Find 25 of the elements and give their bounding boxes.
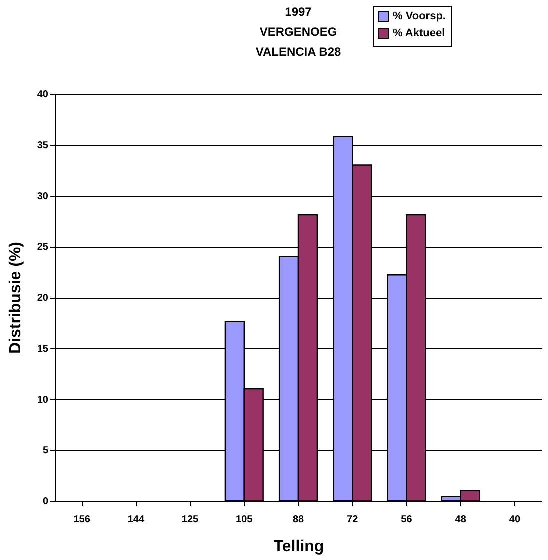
y-tick-label: 15	[37, 344, 49, 355]
x-tick-label: 156	[74, 514, 91, 526]
y-tick-label: 10	[37, 394, 49, 406]
y-tick-label: 35	[37, 140, 49, 152]
y-axis-title: Distribusie (%)	[7, 242, 24, 354]
x-tick-label: 40	[509, 514, 521, 526]
y-tick-label: 20	[37, 293, 49, 304]
x-tick-label: 48	[455, 514, 467, 526]
text: VERGENOEG	[260, 25, 338, 39]
x-axis-title: Telling	[274, 538, 324, 556]
x-tick-label: 72	[347, 514, 359, 526]
x-tick-label: 144	[128, 514, 145, 526]
x-tick-label: 56	[401, 514, 413, 526]
legend-label: % Aktueel	[393, 28, 446, 40]
y-tick-label: 5	[42, 446, 49, 457]
text: 1997	[285, 5, 312, 19]
x-tick-label: 105	[236, 514, 254, 526]
y-tick-label: 30	[37, 191, 49, 202]
x-tick-label: 88	[292, 514, 304, 526]
y-tick-label: 25	[37, 242, 49, 254]
text: VALENCIA B28	[256, 45, 342, 59]
y-tick-label: 0	[42, 496, 49, 508]
legend-label: % Voorsp.	[393, 10, 446, 22]
y-tick-label: 40	[37, 90, 49, 100]
x-tick-label: 125	[182, 514, 200, 526]
